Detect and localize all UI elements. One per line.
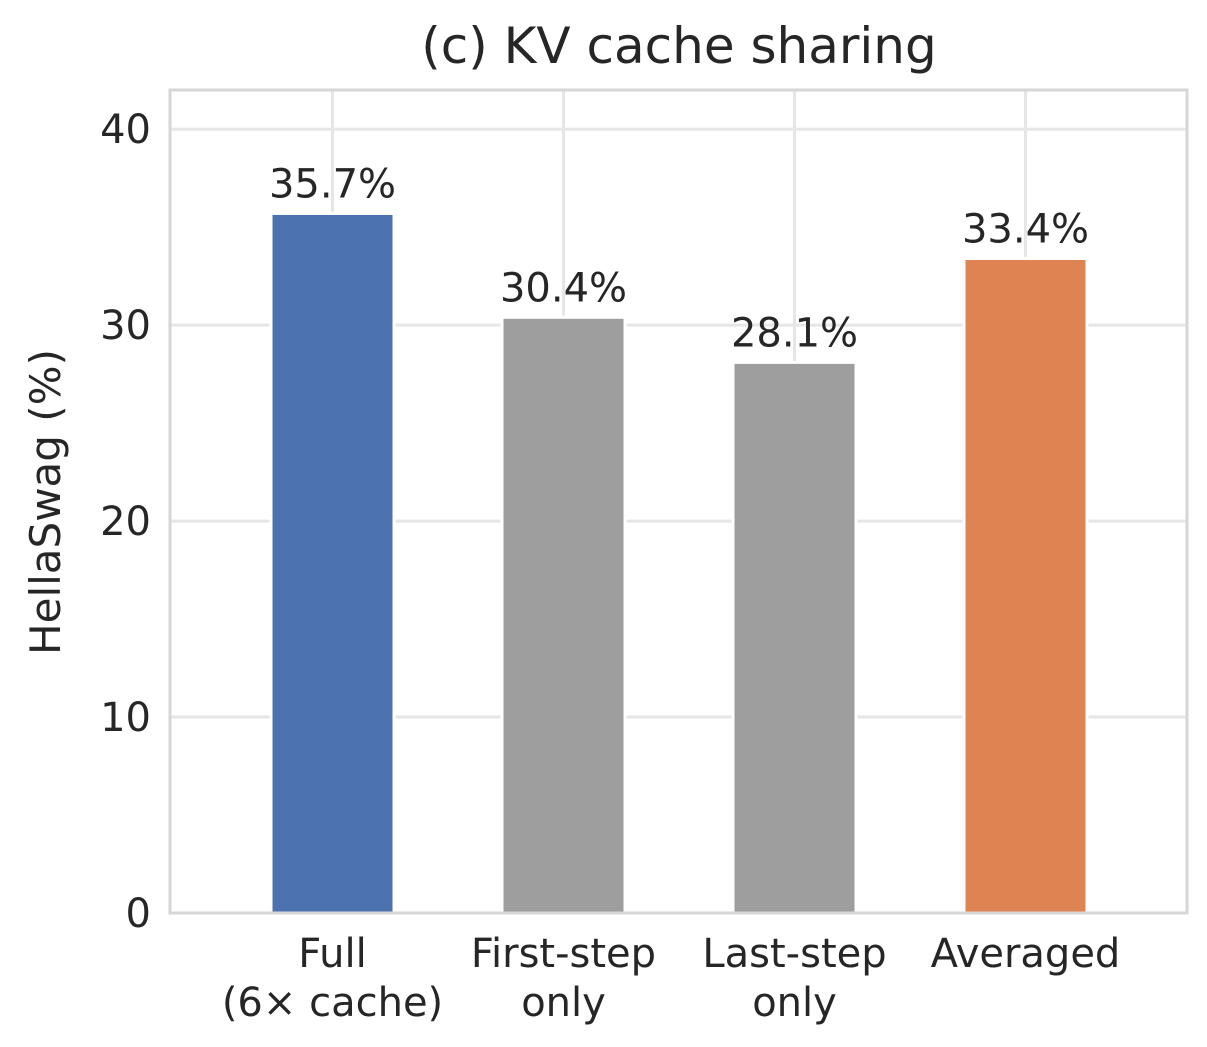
bar: [731, 360, 858, 915]
bar-value-label: 28.1%: [731, 310, 858, 356]
bars: [269, 211, 1089, 915]
data-labels: 35.7% 30.4% 28.1% 33.4%: [269, 161, 1089, 356]
x-tick-labels: Full(6× cache)First-steponlyLast-steponl…: [222, 931, 1121, 1026]
chart-title: (c) KV cache sharing: [421, 17, 937, 75]
x-tick-label: First-step: [471, 931, 656, 977]
x-tick-label: only: [752, 980, 837, 1026]
x-tick-label: Last-step: [702, 931, 886, 977]
x-tick-label: only: [521, 980, 606, 1026]
y-tick-label: 10: [100, 695, 151, 741]
y-tick-labels: 0 10 20 30 40: [100, 107, 151, 937]
x-tick-label: (6× cache): [222, 980, 443, 1026]
bar: [269, 211, 396, 915]
bar: [500, 315, 627, 915]
y-tick-label: 30: [100, 303, 151, 349]
bar-value-label: 30.4%: [500, 265, 627, 311]
y-tick-label: 0: [126, 891, 151, 937]
y-tick-label: 20: [100, 499, 151, 545]
bar-value-label: 35.7%: [269, 161, 396, 207]
y-tick-label: 40: [100, 107, 151, 153]
y-axis-label: HellaSwag (%): [21, 349, 70, 655]
plot-frame: [168, 88, 1189, 915]
bar: [962, 257, 1089, 915]
x-tick-label: Averaged: [931, 931, 1121, 977]
x-tick-label: Full: [298, 931, 366, 977]
bar-value-label: 33.4%: [962, 207, 1089, 253]
